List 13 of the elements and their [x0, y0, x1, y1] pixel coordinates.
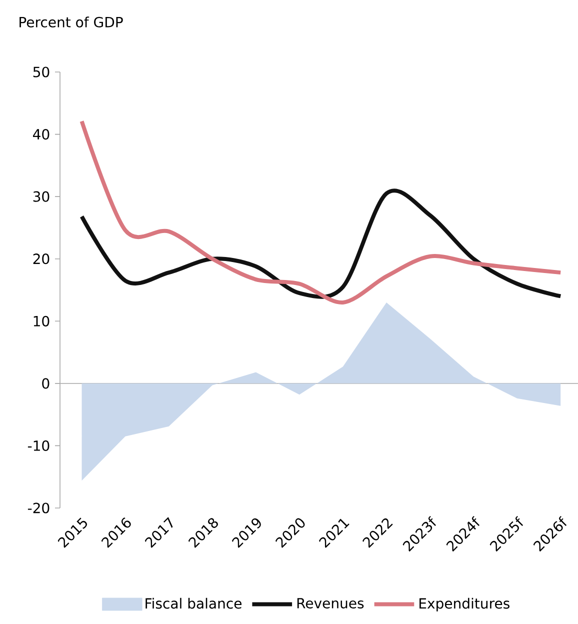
y-tick-label: 10: [34, 316, 50, 326]
y-tick-label: -10: [28, 440, 50, 452]
y-tick-label: -20: [28, 502, 50, 514]
y-tick-label: 30: [33, 191, 50, 202]
y-tick-label: 0: [42, 378, 50, 389]
y-axis-title: Percent of GDP: [20, 16, 123, 28]
legend-label: Fiscal balance: [146, 598, 242, 609]
legend-label: Expenditures: [420, 598, 510, 612]
y-tick-label: 50: [33, 66, 50, 78]
y-tick-label: 40: [33, 128, 50, 140]
line-series: [80, 119, 563, 304]
y-tick-label: 20: [33, 254, 50, 264]
legend-label: Revenues: [297, 598, 364, 608]
